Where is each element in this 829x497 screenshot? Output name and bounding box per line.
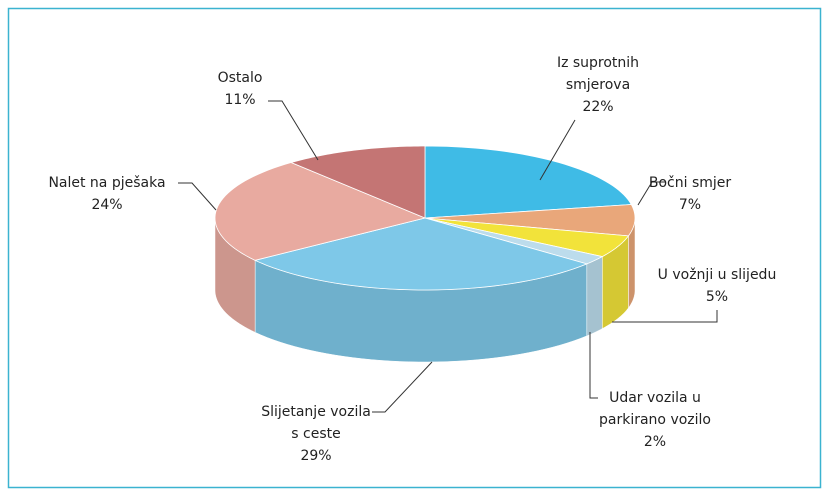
leader-line (178, 182, 217, 211)
value-label: 5% (706, 289, 728, 305)
value-label: 11% (224, 92, 255, 108)
value-label: 22% (582, 99, 613, 115)
value-label: 2% (644, 434, 666, 450)
pie-sides (214, 217, 636, 363)
leader-line (637, 181, 665, 206)
leader-line (268, 100, 319, 161)
value-label: 24% (91, 197, 122, 213)
slice-side (586, 256, 603, 337)
slice (424, 217, 604, 265)
labels: Iz suprotnih smjerova 22% Bočni smjer 7% U vo… (48, 55, 776, 464)
category-label: Nalet na pješaka (48, 175, 165, 191)
category-label: Slijetanje vozila s ceste (261, 404, 371, 442)
category-label: U vožnji u slijedu (658, 267, 777, 283)
category-label: Udar vozila u parkirano vozilo (599, 390, 711, 428)
slice (424, 217, 630, 258)
category-label: Iz suprotnih smjerova (557, 55, 639, 93)
leader-line (372, 361, 433, 413)
category-label: Ostalo (218, 70, 263, 86)
slice (214, 162, 427, 261)
leader-line (589, 332, 598, 399)
value-label: 29% (300, 448, 331, 464)
pie-tops (214, 145, 636, 291)
slice (424, 204, 636, 237)
slice (424, 145, 632, 219)
slice (253, 217, 589, 291)
category-label: Bočni smjer (649, 175, 732, 191)
value-label: 7% (679, 197, 701, 213)
leader-line (539, 119, 576, 181)
slice (289, 145, 426, 219)
leader-line (612, 310, 718, 323)
